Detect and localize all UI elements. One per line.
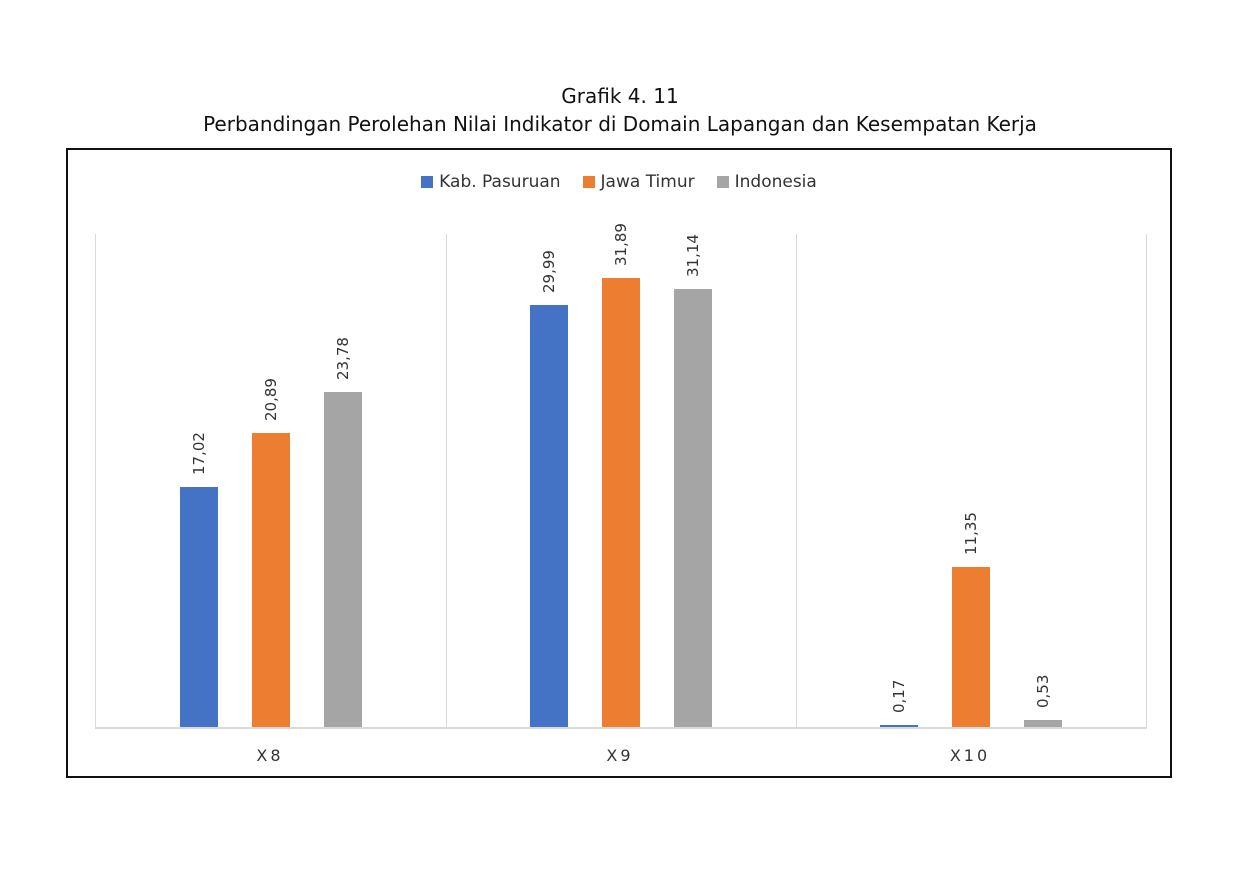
chart-title-block: Grafik 4. 11 Perbandingan Perolehan Nila… [0,82,1240,138]
legend-swatch-icon [716,176,729,188]
data-label: 31,14 [684,234,702,277]
chart-number: Grafik 4. 11 [561,84,679,108]
gridline [796,234,797,728]
data-label: 31,89 [612,223,630,266]
data-label: 0,17 [890,679,908,713]
x-tick-label-x10: X10 [949,746,991,765]
bar-x9-indonesia [674,289,712,727]
x-tick-label-x8: X8 [256,746,284,765]
x-tick-label-x9: X9 [606,746,634,765]
legend-label: Indonesia [734,172,817,192]
data-label: 17,02 [190,432,208,475]
legend-item-indonesia: Indonesia [716,172,817,192]
legend: Kab. Pasuruan Jawa Timur Indonesia [68,172,1170,192]
chart-frame: Kab. Pasuruan Jawa Timur Indonesia X8 X9… [66,148,1172,778]
data-label: 20,89 [262,378,280,421]
bar-x8-kab-pasuruan [180,487,218,727]
bar-x8-indonesia [324,392,362,727]
x-axis-line [95,727,1147,729]
bar-x10-jawa-timur [952,567,990,727]
legend-swatch-icon [582,176,595,188]
chart-title: Perbandingan Perolehan Nilai Indikator d… [203,112,1037,136]
legend-item-jawa-timur: Jawa Timur [582,172,695,192]
legend-label: Kab. Pasuruan [439,172,561,192]
bar-x10-kab-pasuruan [880,725,918,727]
data-label: 29,99 [540,250,558,293]
bar-x9-jawa-timur [602,278,640,727]
gridline [1146,234,1147,728]
bar-x8-jawa-timur [252,433,290,727]
legend-label: Jawa Timur [600,172,695,192]
bar-x10-indonesia [1024,720,1062,727]
data-label: 11,35 [962,512,980,555]
gridline [446,234,447,728]
legend-swatch-icon [421,176,434,188]
legend-item-kab-pasuruan: Kab. Pasuruan [421,172,561,192]
gridline [95,234,96,728]
data-label: 23,78 [334,337,352,380]
plot-area: X8 X9 X10 17,02 20,89 23,78 29,99 31,89 31,14… [95,223,1147,765]
bar-x9-kab-pasuruan [530,305,568,727]
data-label: 0,53 [1034,674,1052,708]
